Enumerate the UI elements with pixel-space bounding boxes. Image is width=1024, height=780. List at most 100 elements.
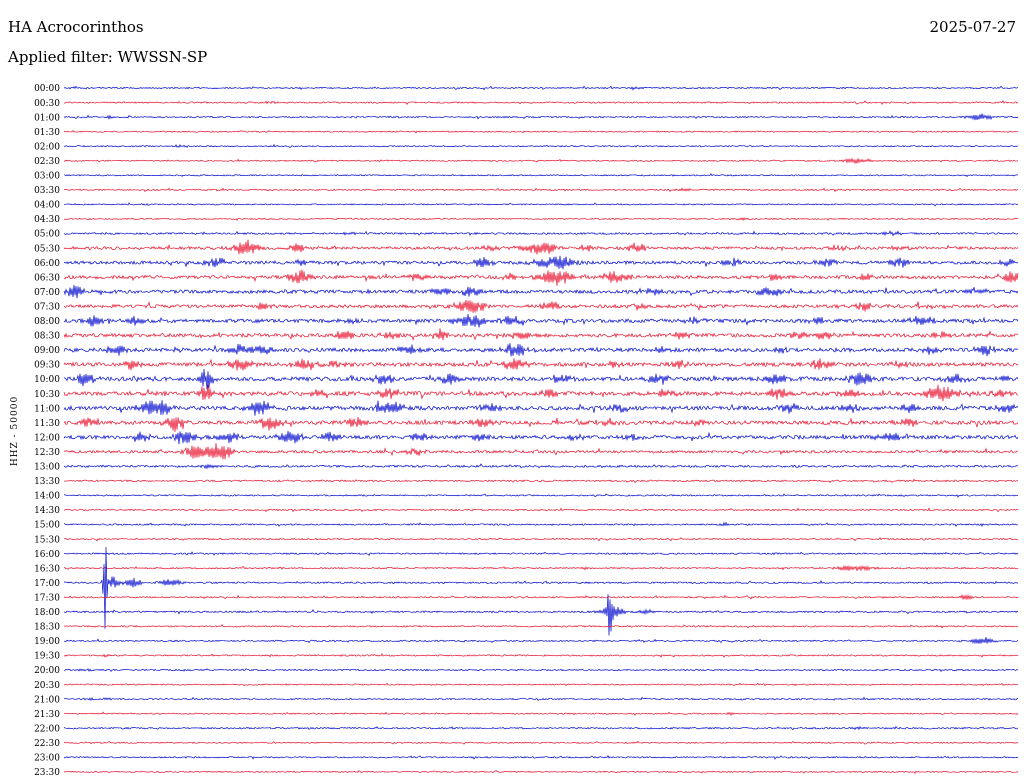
- trace-row-0100: 01:00: [34, 113, 1019, 123]
- trace-row-2130: 21:30: [34, 710, 1019, 720]
- time-label: 05:30: [34, 244, 60, 254]
- trace-row-1230: 12:30: [34, 443, 1019, 460]
- waveform-trace: [63, 173, 1019, 178]
- waveform-trace: [63, 100, 1019, 106]
- trace-row-1500: 15:00: [34, 521, 1019, 531]
- waveform-trace: [63, 493, 1019, 498]
- trace-row-1200: 12:00: [34, 430, 1019, 445]
- waveform-trace: [63, 668, 1019, 673]
- time-label: 12:00: [34, 433, 60, 443]
- trace-row-1730: 17:30: [34, 593, 1019, 604]
- waveform-trace: [63, 300, 1019, 313]
- trace-row-1630: 16:30: [34, 564, 1019, 574]
- waveform-trace: [63, 187, 1019, 193]
- trace-row-1530: 15:30: [34, 535, 1019, 545]
- trace-row-0900: 09:00: [34, 343, 1019, 357]
- trace-row-2100: 21:00: [34, 695, 1019, 705]
- trace-row-2000: 20:00: [34, 666, 1019, 676]
- time-label: 07:00: [34, 288, 60, 298]
- time-label: 14:00: [34, 492, 60, 502]
- trace-row-0030: 00:30: [34, 99, 1019, 109]
- time-label: 20:00: [34, 666, 60, 676]
- time-label: 21:00: [34, 695, 60, 705]
- waveform-trace: [63, 696, 1019, 702]
- trace-row-2230: 22:30: [34, 739, 1019, 749]
- waveform-trace: [63, 328, 1019, 341]
- time-label: 10:00: [34, 375, 60, 385]
- waveform-trace: [63, 343, 1019, 357]
- trace-row-0330: 03:30: [34, 186, 1019, 196]
- trace-row-1930: 19:30: [34, 652, 1019, 662]
- waveform-trace: [63, 551, 1019, 556]
- time-label: 23:00: [34, 754, 60, 764]
- waveform-trace: [63, 157, 1019, 165]
- waveform-trace: [63, 536, 1019, 542]
- waveform-trace: [63, 521, 1019, 528]
- time-label: 08:00: [34, 317, 60, 327]
- waveform-trace: [63, 754, 1019, 760]
- trace-row-1400: 14:00: [34, 492, 1019, 502]
- trace-row-0530: 05:30: [34, 239, 1019, 255]
- time-label: 23:30: [34, 768, 60, 778]
- station-title: HA Acrocorinthos: [8, 18, 144, 36]
- time-label: 16:00: [34, 550, 60, 560]
- waveform-trace: [64, 255, 1019, 270]
- time-label: 06:30: [34, 273, 60, 283]
- trace-row-1600: 16:00: [34, 550, 1019, 560]
- waveform-trace: [63, 313, 1019, 328]
- trace-row-0500: 05:00: [34, 230, 1019, 240]
- waveform-trace: [63, 507, 1019, 513]
- trace-row-1900: 19:00: [34, 636, 1019, 647]
- waveform-trace: [63, 384, 1019, 402]
- trace-row-2030: 20:30: [34, 681, 1019, 691]
- trace-row-1000: 10:00: [34, 368, 1019, 390]
- time-label: 15:00: [34, 521, 60, 531]
- waveform-trace: [63, 239, 1019, 255]
- time-label: 17:00: [34, 579, 60, 589]
- waveform-trace: [63, 624, 1019, 629]
- time-label: 22:00: [34, 724, 60, 734]
- waveform-trace: [63, 725, 1019, 731]
- waveform-trace: [63, 368, 1019, 390]
- time-label: 22:30: [34, 739, 60, 749]
- waveform-trace: [63, 463, 1019, 470]
- time-label: 17:30: [34, 594, 60, 604]
- trace-row-0800: 08:00: [34, 313, 1019, 328]
- waveform-trace: [63, 269, 1019, 286]
- waveform-trace: [63, 593, 1019, 601]
- time-label: 07:30: [34, 302, 60, 312]
- trace-row-0700: 07:00: [34, 285, 1019, 299]
- trace-row-1300: 13:00: [34, 463, 1019, 473]
- time-label: 09:30: [34, 361, 60, 371]
- trace-row-0630: 06:30: [34, 269, 1019, 286]
- date-label: 2025-07-27: [929, 18, 1016, 36]
- time-label: 04:30: [34, 215, 60, 225]
- trace-row-0000: 00:00: [34, 84, 1019, 94]
- waveform-trace: [63, 430, 1019, 445]
- time-label: 19:00: [34, 637, 60, 647]
- waveform-trace: [63, 400, 1019, 416]
- time-label: 11:30: [34, 419, 60, 429]
- waveform-trace: [63, 358, 1019, 371]
- trace-row-1030: 10:30: [34, 384, 1019, 402]
- trace-row-0230: 02:30: [34, 157, 1019, 167]
- time-label: 02:30: [34, 157, 60, 167]
- trace-row-1800: 18:00: [34, 594, 1019, 636]
- waveform-trace: [63, 564, 1019, 572]
- trace-row-1830: 18:30: [34, 623, 1019, 633]
- trace-row-0830: 08:30: [34, 328, 1019, 342]
- waveform-trace: [63, 682, 1019, 687]
- trace-row-1100: 11:00: [34, 400, 1019, 416]
- time-label: 01:30: [34, 128, 60, 138]
- waveform-trace: [63, 740, 1019, 745]
- waveform-trace: [63, 85, 1019, 91]
- waveform-trace: [63, 443, 1019, 460]
- trace-row-0300: 03:00: [34, 172, 1019, 182]
- header-row: HA Acrocorinthos 2025-07-27: [8, 18, 1016, 36]
- trace-row-0200: 02:00: [34, 142, 1019, 152]
- trace-row-2300: 23:00: [34, 754, 1019, 764]
- time-label: 18:30: [34, 623, 60, 633]
- time-label: 01:00: [34, 113, 60, 123]
- time-label: 16:30: [34, 564, 60, 574]
